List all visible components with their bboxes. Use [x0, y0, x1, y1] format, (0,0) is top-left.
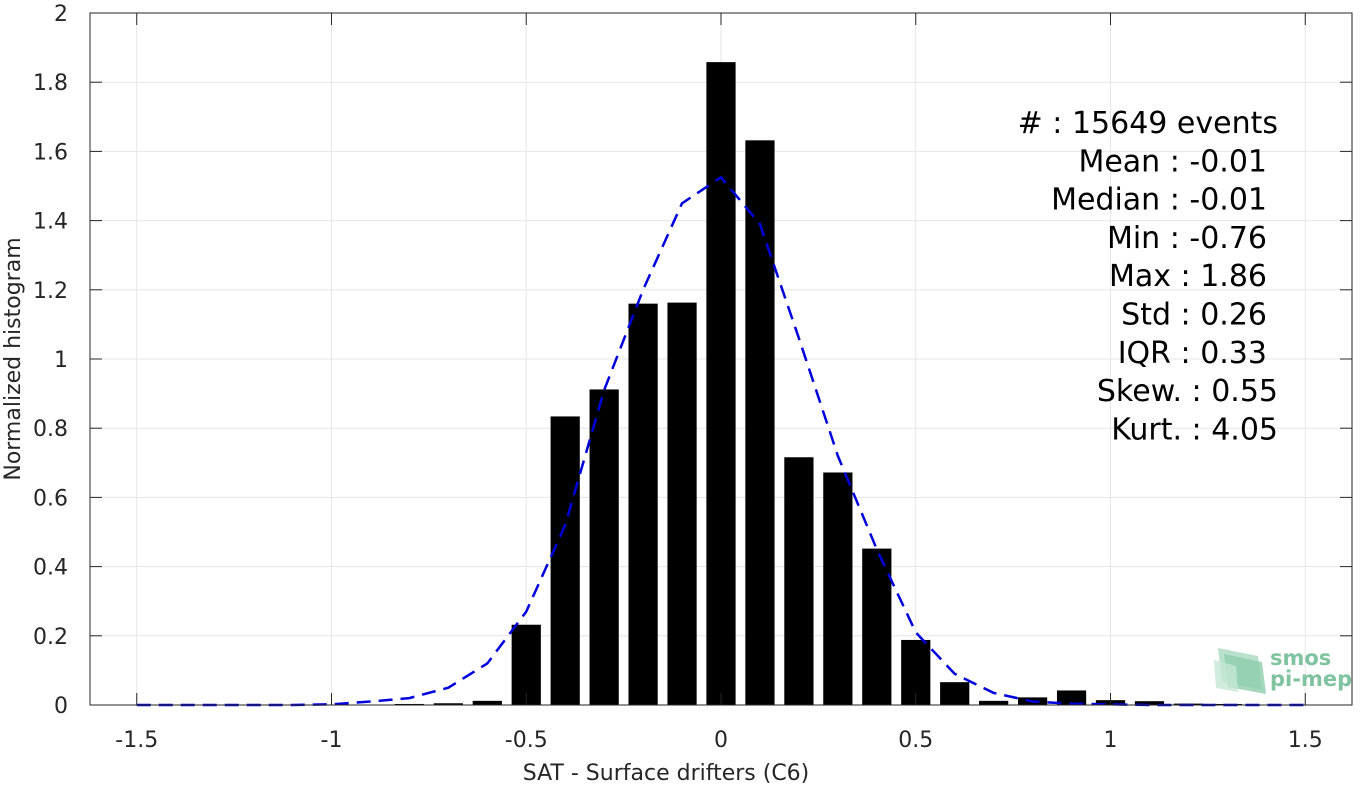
histogram-bar-2: [472, 700, 502, 705]
fit-curve: [136, 175, 1306, 707]
stats-line-0: # : 15649 events: [1018, 106, 1278, 141]
histogram-bar-9: [745, 140, 775, 705]
y-tick-labels: 0 0.2 0.4 0.6 0.8 1 1.2 1.4 1.6 1.8 2: [33, 2, 68, 719]
y-tick-label-8: 1.6: [33, 140, 68, 165]
histogram-bar-1: [433, 703, 463, 705]
histogram-bar-19: [1134, 701, 1165, 705]
histogram-bar-3: [511, 624, 541, 705]
histogram-bar-17: [1056, 690, 1087, 705]
smos-pi-mep-logo: smos pi-mep: [1214, 646, 1352, 694]
histogram-bar-4: [550, 416, 580, 705]
histogram-bars: [394, 62, 1242, 705]
y-axis-label: Normalized histogram: [1, 237, 26, 480]
histogram-bar-11: [823, 472, 853, 705]
stats-line-8: Kurt. : 4.05: [1111, 412, 1278, 447]
histogram-bar-12: [862, 548, 892, 705]
x-tick-labels: -1.5 -1 -0.5 0 0.5 1 1.5: [115, 728, 1322, 753]
y-tick-label-10: 2: [54, 2, 68, 27]
x-tick-label-4: 0.5: [898, 728, 933, 753]
y-tick-label-6: 1.2: [33, 279, 68, 304]
stats-line-4: Max : 1.86: [1109, 259, 1267, 294]
histogram-bar-5: [589, 389, 619, 705]
y-tick-label-4: 0.8: [33, 417, 68, 442]
logo-icon: [1214, 648, 1266, 694]
x-tick-label-6: 1.5: [1288, 728, 1323, 753]
stats-line-7: Skew. : 0.55: [1097, 374, 1278, 409]
stats-line-1: Mean : -0.01: [1078, 144, 1267, 179]
y-tick-label-3: 0.6: [33, 486, 68, 511]
histogram-bar-7: [667, 302, 697, 705]
y-tick-label-7: 1.4: [33, 210, 68, 235]
logo-line-2: pi-mep: [1270, 667, 1352, 691]
y-tick-label-5: 1: [54, 348, 68, 373]
y-tick-label-0: 0: [54, 694, 68, 719]
histogram-bar-15: [979, 700, 1009, 705]
y-tick-label-9: 1.8: [33, 71, 68, 96]
histogram-bar-6: [628, 303, 658, 705]
x-tick-label-3: 0: [714, 728, 728, 753]
histogram-bar-10: [784, 457, 814, 705]
stats-line-3: Min : -0.76: [1107, 221, 1267, 256]
x-tick-label-5: 1: [1104, 728, 1118, 753]
x-tick-label-0: -1.5: [115, 728, 158, 753]
x-tick-label-2: -0.5: [505, 728, 548, 753]
x-axis-label: SAT - Surface drifters (C6): [523, 761, 810, 785]
y-tick-label-2: 0.4: [33, 556, 68, 581]
y-tick-label-1: 0.2: [33, 625, 68, 650]
histogram-bar-0: [394, 703, 425, 705]
histogram-bar-14: [940, 682, 970, 705]
x-tick-label-1: -1: [321, 728, 343, 753]
logo-line-1: smos: [1270, 646, 1331, 670]
histogram-bar-8: [706, 62, 736, 705]
stats-line-6: IQR : 0.33: [1118, 336, 1267, 371]
stats-line-5: Std : 0.26: [1121, 298, 1267, 333]
axis-ticks: [90, 12, 1352, 706]
stats-line-2: Median : -0.01: [1051, 183, 1267, 218]
